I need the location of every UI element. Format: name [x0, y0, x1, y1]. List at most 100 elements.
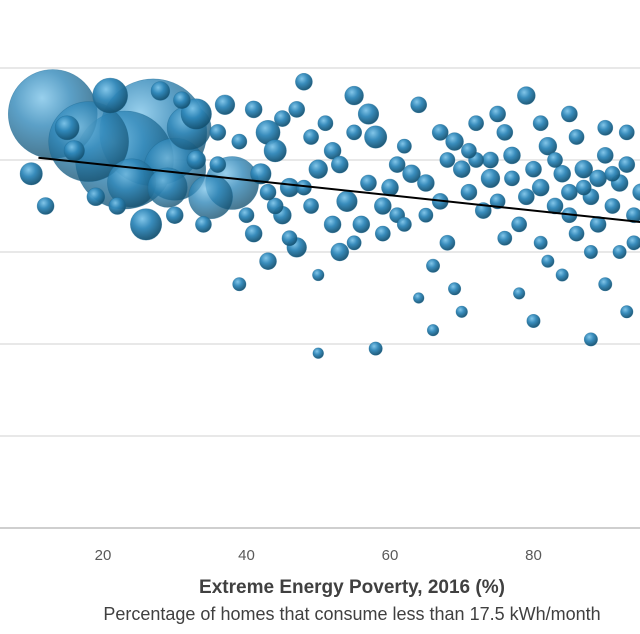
bubble-point: [381, 178, 399, 197]
bubble-point: [288, 101, 306, 118]
bubble-point: [374, 225, 391, 242]
bubble-point: [303, 198, 319, 214]
bubble-point: [336, 190, 358, 212]
bubble-point: [323, 215, 342, 234]
bubble-point: [263, 139, 287, 163]
bubble-point: [431, 124, 449, 141]
bubble-point: [598, 277, 613, 292]
bubble-point: [147, 167, 188, 208]
bubble-point: [312, 268, 325, 282]
bubble-point: [214, 94, 236, 115]
bubble-point: [308, 159, 328, 179]
bubble-point: [274, 110, 291, 127]
bubble-point: [418, 207, 434, 223]
bubble-point: [553, 165, 572, 183]
bubble-point: [346, 235, 362, 251]
bubble-point: [54, 115, 80, 141]
bubble-point: [352, 215, 371, 234]
bubble-point: [541, 254, 555, 268]
bubble-point: [150, 81, 171, 101]
x-axis-title: Extreme Energy Poverty, 2016 (%): [199, 577, 505, 598]
bubble-point: [583, 332, 598, 347]
bubble-point: [266, 197, 284, 215]
bubble-point: [92, 77, 128, 114]
bubble-point: [396, 138, 412, 154]
bubble-point: [504, 170, 520, 187]
bubble-point: [612, 245, 627, 260]
bubble-point: [561, 105, 578, 123]
bubble-point: [561, 183, 578, 201]
bubble-point: [482, 151, 499, 169]
bubble-point: [188, 174, 233, 220]
bubble-point: [417, 174, 435, 192]
x-tick-label: 20: [95, 547, 112, 564]
bubble-point: [555, 268, 569, 282]
bubble-point: [489, 193, 506, 210]
bubble-point: [532, 115, 549, 132]
bubble-point: [460, 183, 478, 201]
bubble-point: [426, 324, 440, 337]
bubble-point: [496, 124, 514, 141]
bubble-point: [448, 282, 462, 296]
bubble-point: [374, 197, 392, 215]
bubble-point: [503, 146, 521, 165]
bubble-point: [186, 150, 206, 170]
bubble-point: [626, 235, 640, 251]
bubble-point: [546, 197, 564, 215]
bubble-point: [180, 98, 212, 130]
bubble-point: [173, 91, 191, 109]
bubble-point: [238, 207, 255, 224]
bubble-point: [517, 188, 535, 206]
bubble-point: [626, 207, 640, 224]
x-axis-subtitle: Percentage of homes that consume less th…: [103, 604, 600, 624]
bubble-point: [480, 168, 501, 189]
bubble-point: [525, 160, 542, 178]
bubble-point: [244, 100, 263, 119]
bubble-point: [360, 174, 377, 192]
bubble-point: [323, 142, 342, 160]
bubble-series: [7, 69, 640, 359]
bubble-point: [568, 225, 585, 242]
bubble-point: [86, 187, 106, 207]
bubble-point: [489, 105, 506, 123]
bubble-point: [259, 252, 277, 271]
bubble-point: [511, 216, 528, 233]
bubble-point: [517, 86, 536, 105]
bubble-point: [209, 156, 227, 173]
bubble-point: [344, 85, 364, 106]
bubble-point: [455, 305, 468, 318]
bubble-point: [209, 124, 227, 141]
bubble-point: [130, 208, 163, 241]
bubble-point: [568, 129, 585, 145]
bubble-point: [195, 216, 212, 233]
bubble-point: [231, 133, 248, 150]
bubble-point: [618, 156, 636, 173]
trendline: [38, 156, 640, 223]
bubble-point: [604, 198, 621, 214]
bubble-point: [165, 206, 184, 224]
bubble-point: [357, 103, 380, 125]
bubble-point: [575, 179, 592, 196]
bubble-point: [330, 242, 350, 262]
bubble-point: [250, 163, 272, 185]
bubble-point: [531, 178, 550, 197]
bubble-point: [281, 230, 298, 247]
x-axis-tick-labels: 20 40 60 80: [95, 547, 542, 564]
bubble-point: [497, 230, 513, 246]
bubble-point: [620, 305, 634, 319]
bubble-point: [452, 160, 471, 178]
bubble-point: [596, 147, 614, 164]
bubble-point: [513, 287, 526, 300]
bubble-point: [439, 152, 456, 168]
bubble-point: [330, 155, 349, 174]
bubble-point: [439, 234, 456, 251]
x-tick-label: 60: [382, 547, 399, 564]
x-tick-label: 80: [525, 547, 542, 564]
bubble-point: [364, 125, 388, 149]
bubble-point: [533, 235, 548, 250]
bubble-point: [312, 347, 324, 359]
bubble-point: [368, 341, 383, 356]
bubble-point: [396, 216, 412, 232]
bubble-point: [244, 224, 263, 243]
